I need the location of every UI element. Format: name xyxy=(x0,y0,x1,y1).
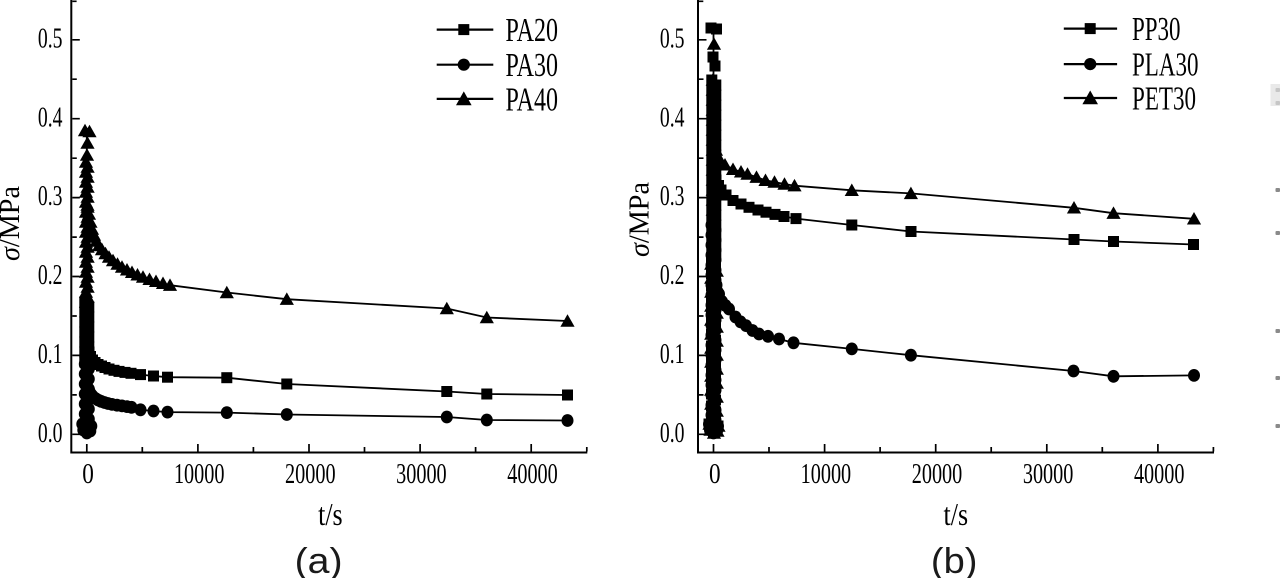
svg-text:0: 0 xyxy=(709,459,721,490)
svg-text:PA20: PA20 xyxy=(506,12,559,49)
svg-text:0.5: 0.5 xyxy=(38,23,63,54)
svg-text:10000: 10000 xyxy=(174,459,225,490)
svg-text:30000: 30000 xyxy=(1023,459,1074,490)
svg-text:0: 0 xyxy=(82,459,94,490)
svg-text:0.0: 0.0 xyxy=(38,418,63,449)
svg-text:0.2: 0.2 xyxy=(660,260,685,291)
svg-text:t/s: t/s xyxy=(318,496,343,532)
svg-text:0.1: 0.1 xyxy=(38,339,63,370)
svg-text:0.4: 0.4 xyxy=(660,102,685,133)
svg-text:40000: 40000 xyxy=(1134,459,1185,490)
svg-text:0.3: 0.3 xyxy=(38,181,63,212)
svg-text:PET30: PET30 xyxy=(1132,81,1196,118)
svg-text:0.5: 0.5 xyxy=(660,23,685,54)
svg-text:PA30: PA30 xyxy=(506,47,559,84)
svg-text:t/s: t/s xyxy=(944,496,969,532)
svg-text:(a): (a) xyxy=(295,540,343,578)
svg-text:0.2: 0.2 xyxy=(38,260,63,291)
svg-text:0.1: 0.1 xyxy=(660,339,685,370)
svg-text:PP30: PP30 xyxy=(1132,11,1181,48)
svg-text:0.0: 0.0 xyxy=(660,418,685,449)
svg-text:(b): (b) xyxy=(931,540,978,578)
svg-text:40000: 40000 xyxy=(507,459,558,490)
svg-text:σ/MPa: σ/MPa xyxy=(625,181,656,257)
svg-text:0.4: 0.4 xyxy=(38,102,63,133)
svg-text:0.3: 0.3 xyxy=(660,181,685,212)
svg-text:30000: 30000 xyxy=(396,459,447,490)
svg-text:10000: 10000 xyxy=(801,459,852,490)
svg-text:20000: 20000 xyxy=(285,459,336,490)
svg-text:20000: 20000 xyxy=(912,459,963,490)
svg-text:σ/MPa: σ/MPa xyxy=(0,185,26,261)
svg-text:PLA30: PLA30 xyxy=(1132,47,1199,84)
svg-text:PA40: PA40 xyxy=(506,81,559,118)
